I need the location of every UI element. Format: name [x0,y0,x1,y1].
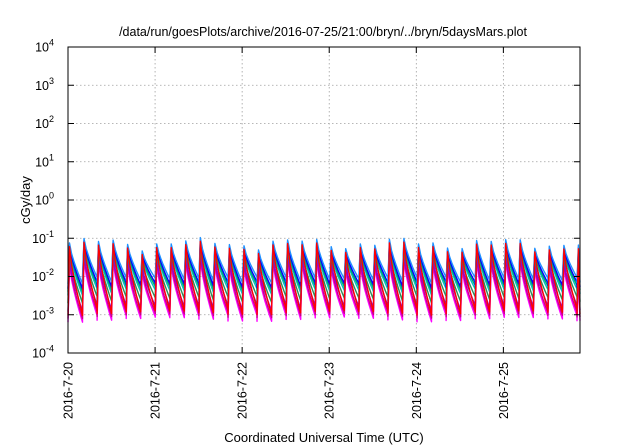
x-axis-label: Coordinated Universal Time (UTC) [224,430,423,445]
y-tick-label: 10-4 [32,344,54,361]
x-axis-ticks: 2016-7-20 2016-7-21 2016-7-22 2016-7-23 2016… [62,47,511,419]
x-tick-label: 2016-7-24 [410,362,424,419]
plot-frame [67,46,581,354]
y-tick-label: 103 [35,76,54,93]
y-tick-label: 10-1 [32,229,54,246]
x-tick-label: 2016-7-23 [323,362,337,419]
y-axis-label: cGy/day [18,176,33,224]
x-tick-label: 2016-7-20 [62,362,76,419]
series-group [67,236,581,323]
x-tick-label: 2016-7-21 [149,362,163,419]
series-line [67,240,581,317]
y-tick-label: 102 [35,114,54,131]
series-line [67,255,581,320]
x-tick-label: 2016-7-22 [236,362,250,419]
y-tick-label: 10-3 [32,305,54,322]
y-axis-ticks: 10-4 10-3 10-2 10-1 100 101 102 103 104 [32,38,580,361]
series-line [67,236,581,285]
y-tick-label: 104 [35,38,54,55]
y-tick-label: 101 [35,152,54,169]
y-tick-label: 10-2 [32,267,54,284]
x-tick-label: 2016-7-25 [497,362,511,419]
chart-title: /data/run/goesPlots/archive/2016-07-25/2… [119,25,527,39]
series-line [67,258,581,323]
y-tick-label: 100 [35,191,54,208]
